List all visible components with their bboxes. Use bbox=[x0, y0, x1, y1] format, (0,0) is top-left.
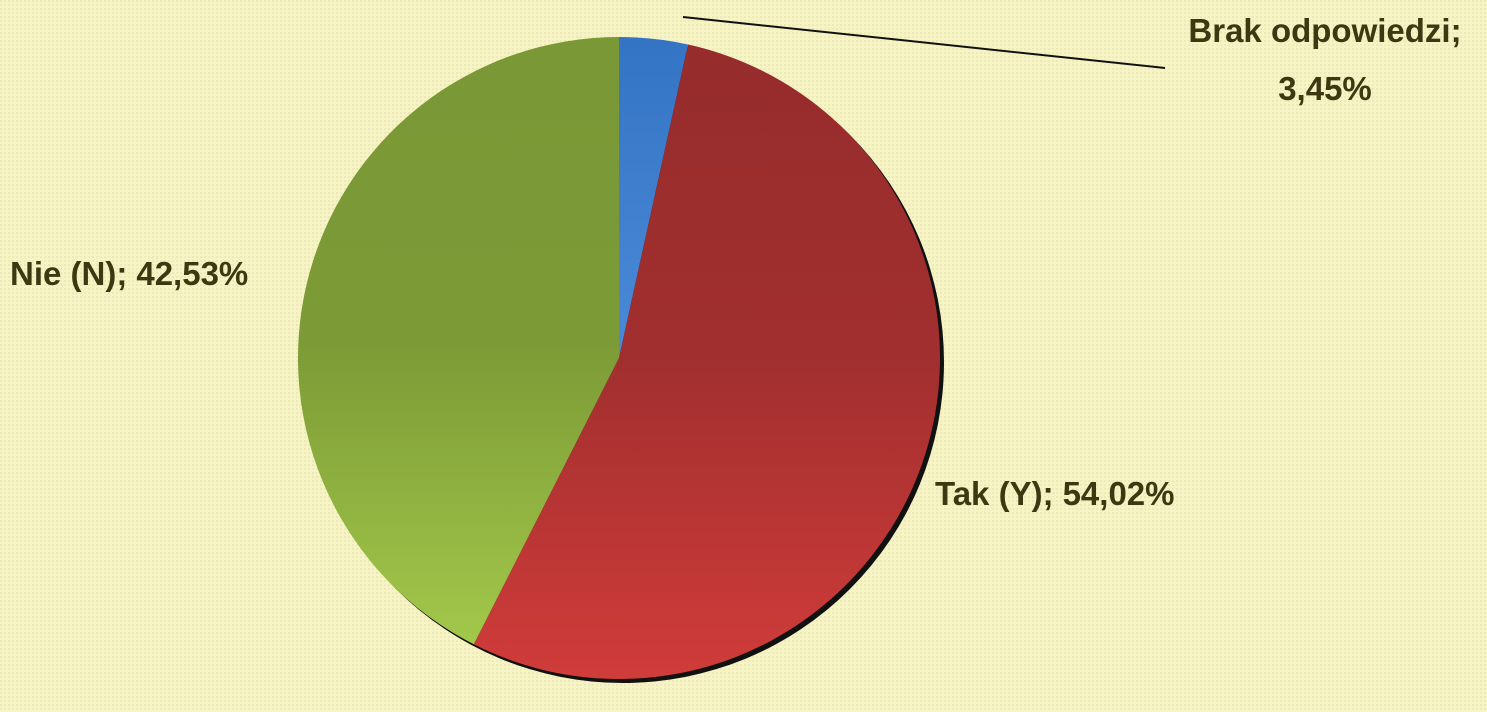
data-label: Tak (Y); 54,02% bbox=[935, 475, 1175, 512]
label-category: Tak (Y) bbox=[935, 475, 1043, 512]
label-category: Nie (N) bbox=[10, 255, 116, 292]
labels: Brak odpowiedzi; 3,45%Tak (Y); 54,02%Nie (… bbox=[10, 12, 1462, 512]
label-value: 54,02% bbox=[1063, 475, 1175, 512]
data-label: Nie (N); 42,53% bbox=[10, 255, 248, 292]
slices bbox=[298, 37, 941, 680]
label-separator: ; bbox=[1451, 12, 1462, 49]
label-category: Brak odpowiedzi bbox=[1188, 12, 1450, 49]
pie-slice bbox=[473, 44, 941, 680]
label-separator: ; bbox=[116, 255, 127, 292]
label-value: 42,53% bbox=[136, 255, 248, 292]
label-separator: ; bbox=[1043, 475, 1054, 512]
data-label: Brak odpowiedzi; 3,45% bbox=[1188, 12, 1461, 107]
pie-slice bbox=[298, 37, 619, 645]
pie-slice bbox=[619, 37, 689, 358]
label-value: 3,45% bbox=[1278, 70, 1372, 107]
leader-line bbox=[682, 16, 1166, 69]
